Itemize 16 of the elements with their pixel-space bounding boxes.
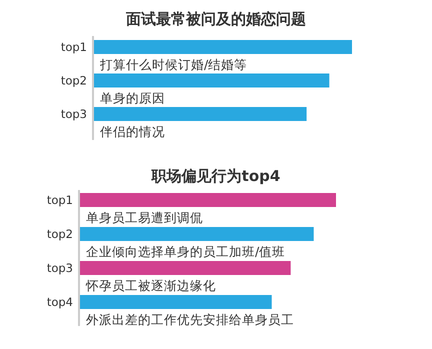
annotation: 伴侣的情况: [100, 124, 165, 139]
y-tick-label: top1: [46, 193, 73, 207]
annotation: 企业倾向选择单身的员工加班/值班: [86, 244, 286, 259]
chart-title: 面试最常被问及的婚恋问题: [125, 10, 306, 28]
y-tick-label: top2: [60, 74, 87, 88]
annotation: 单身的原因: [100, 90, 165, 106]
y-tick-label: top3: [60, 107, 87, 121]
y-tick-label: top3: [46, 261, 73, 275]
annotation: 外派出差的工作优先安排给单身员工: [86, 312, 294, 327]
chart-title: 职场偏见行为top4: [150, 167, 280, 185]
y-tick-label: top4: [46, 295, 73, 309]
annotation: 打算什么时候订婚/结婚等: [99, 57, 248, 72]
y-tick-label: top1: [60, 40, 87, 54]
annotation: 单身员工易遭到调侃: [86, 210, 203, 225]
annotation: 怀孕员工被逐渐边缘化: [85, 278, 216, 293]
y-tick-label: top2: [46, 227, 73, 241]
